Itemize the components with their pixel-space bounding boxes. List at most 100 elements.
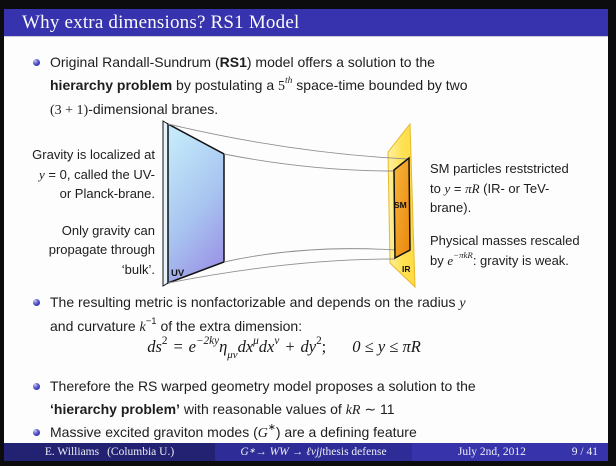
warped-geometry-diagram: UV SM IR — [160, 115, 424, 295]
uv-brane-annotation: Gravity is localized at y = 0, called th… — [10, 145, 155, 279]
text-line: or Planck-brane. — [10, 184, 155, 204]
eq-operator: = — [172, 337, 184, 356]
text-line: by e−πkR: gravity is weak. — [430, 251, 608, 271]
uv-brane — [167, 122, 225, 285]
eq-part: ; — [321, 337, 327, 356]
bulk-warp-line-bottom-outer — [167, 258, 396, 284]
ir-brane-label: IR — [402, 264, 411, 274]
text-run-bold: hierarchy problem — [50, 77, 173, 93]
text-run-math: kR — [345, 403, 361, 418]
text-run-math: e — [447, 252, 454, 268]
text-line: ‘hierarchy problem’ with reasonable valu… — [50, 398, 600, 422]
text-superscript: th — [285, 76, 293, 87]
text-run: ∼ 11 — [360, 401, 395, 417]
text-run-math: πR — [465, 180, 480, 196]
text-line: and curvature k−1 of the extra dimension… — [50, 315, 600, 339]
text-run-math: k — [139, 320, 146, 335]
beamer-slide: Why extra dimensions? RS1 Model Original… — [4, 9, 608, 461]
sm-plate-label: SM — [394, 200, 407, 210]
text-run-math: y — [459, 296, 466, 311]
text-superscript: −1 — [145, 316, 157, 328]
text-run: Physical masses rescaled — [430, 233, 580, 248]
text-run: propagate through — [48, 242, 155, 257]
text-run: ) are a defining feature — [275, 424, 417, 440]
text-line: Gravity is localized at — [10, 145, 155, 165]
ir-brane-annotation: SM particles reststricted to y = πR (IR-… — [430, 159, 606, 218]
eq-part: e — [188, 337, 196, 356]
text-line: The resulting metric is nonfactorizable … — [50, 291, 600, 315]
text-line: Physical masses rescaled — [430, 231, 608, 251]
eq-part: dx — [258, 337, 275, 356]
bulk-warp-line-top-outer — [167, 123, 409, 160]
footline: E. Williams (Columbia U.) G ∗ → WW → ℓνjj… — [4, 443, 608, 461]
text-run-math: y — [39, 166, 45, 182]
text-line: (3 + 1)-dimensional branes. — [50, 98, 600, 122]
eq-part: ds — [147, 337, 162, 356]
eq-superscript: μ — [253, 335, 259, 348]
page-number: 9 / 41 — [571, 446, 598, 458]
mass-rescale-annotation: Physical masses rescaled by e−πkR: gravi… — [430, 231, 608, 270]
footline-author-box: E. Williams (Columbia U.) — [4, 443, 215, 461]
eq-part: dy — [300, 337, 317, 356]
footline-title-box: G ∗ → WW → ℓνjj thesis defense — [215, 443, 412, 461]
text-line: to y = πR (IR- or TeV- — [430, 179, 606, 199]
eq-superscript: 2 — [161, 335, 168, 348]
talk-title-math: → WW → ℓνjj — [255, 446, 323, 458]
text-run: by postulating a — [172, 77, 279, 93]
bulk-warp-line-top-inner — [223, 153, 395, 172]
footline-date-box: July 2nd, 2012 9 / 41 — [412, 443, 608, 461]
text-run: by — [430, 252, 448, 268]
text-line: Massive excited graviton modes (G∗) are … — [50, 421, 600, 445]
text-run: : gravity is weak. — [472, 252, 569, 268]
eq-superscript: 2 — [316, 335, 322, 348]
text-run-math: G — [257, 426, 268, 441]
bullet-item-rs1-intro: Original Randall-Sundrum (RS1) model off… — [33, 51, 600, 122]
eq-part: dx — [237, 337, 254, 356]
text-line: Only gravity can — [10, 221, 155, 241]
author-name: E. Williams — [44, 446, 100, 458]
text-line: ‘bulk’. — [10, 260, 155, 280]
text-run: Massive excited graviton modes ( — [50, 424, 258, 440]
eq-condition: 0 ≤ y ≤ πR — [352, 337, 421, 356]
diagram-svg: UV SM IR — [162, 120, 416, 289]
text-line: hierarchy problem by postulating a 5th s… — [50, 74, 600, 98]
text-run: or Planck-brane. — [59, 186, 155, 201]
eq-operator: + — [284, 337, 296, 356]
text-run-math: y — [444, 180, 451, 196]
text-superscript: ∗ — [267, 422, 276, 434]
talk-title-text: thesis defense — [322, 446, 387, 458]
text-line: brane). — [430, 198, 606, 218]
bullet-item-metric: The resulting metric is nonfactorizable … — [33, 291, 600, 339]
bullet-ball-icon — [33, 299, 40, 306]
talk-title-math: G — [240, 446, 249, 458]
text-run: Original Randall-Sundrum ( — [50, 54, 220, 70]
text-line: propagate through — [10, 240, 155, 260]
text-run: Only gravity can — [61, 222, 155, 238]
text-run-math: 5 — [278, 79, 286, 94]
eq-superscript: −2ky — [195, 335, 220, 348]
text-line: Original Randall-Sundrum (RS1) model off… — [50, 51, 600, 74]
bullet-item-graviton-modes: Massive excited graviton modes (G∗) are … — [33, 421, 600, 445]
text-run: ‘bulk’. — [121, 261, 155, 277]
bulk-warp-line-bottom-inner — [223, 248, 411, 263]
text-run-bold: RS1 — [219, 54, 247, 70]
frame-title: Why extra dimensions? RS1 Model — [22, 12, 300, 33]
bullet-ball-icon — [33, 59, 40, 66]
text-run: = — [450, 180, 466, 196]
eq-superscript: ν — [274, 335, 280, 348]
author-affiliation: (Columbia U.) — [107, 446, 175, 458]
text-superscript: −πkR — [453, 250, 473, 261]
text-run: of the extra dimension: — [156, 318, 303, 334]
eq-part: η — [219, 337, 228, 356]
text-run: The resulting metric is nonfactorizable … — [50, 294, 460, 310]
talk-date: July 2nd, 2012 — [457, 446, 526, 458]
uv-brane-label: UV — [171, 268, 185, 279]
text-run: SM particles reststricted — [430, 161, 569, 176]
metric-equation: ds2 = e−2kyημνdxμdxν + dy2; 0 ≤ y ≤ πR — [64, 335, 504, 361]
text-run-math: (3 + 1) — [50, 103, 89, 118]
text-run: to — [430, 180, 445, 196]
text-run: (IR- or TeV- — [479, 180, 550, 196]
text-run: brane). — [430, 200, 472, 215]
text-run: = 0, called the UV- — [44, 166, 155, 182]
